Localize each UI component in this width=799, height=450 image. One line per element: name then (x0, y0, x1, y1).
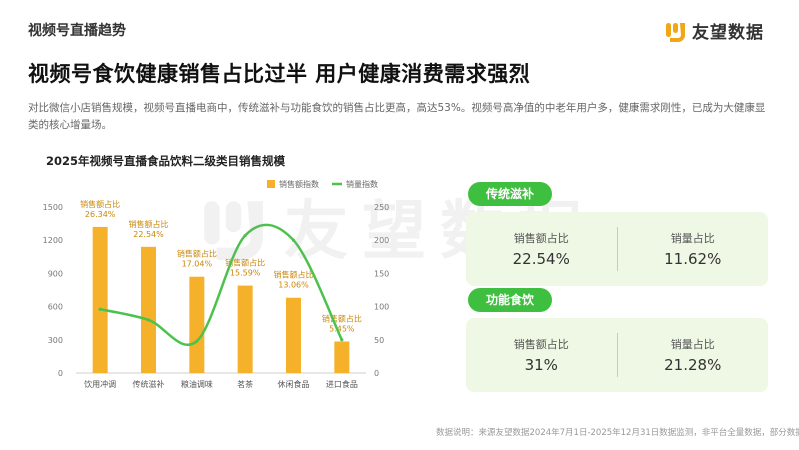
bar-data-label-name: 销售额占比 (225, 258, 265, 268)
y-left-tick-label: 0 (58, 369, 63, 378)
metric-label: 销量占比 (670, 338, 715, 351)
y-left-tick-label: 1500 (43, 203, 63, 212)
metric-label: 销量占比 (670, 232, 715, 245)
x-tick-label: 茗茶 (237, 379, 253, 389)
metric-value: 31% (524, 356, 558, 374)
metric-value: 11.62% (664, 250, 722, 268)
brand-logo-icon (666, 22, 685, 42)
x-tick-label: 进口食品 (326, 379, 358, 389)
line-point (243, 233, 247, 238)
y-right-tick-label: 150 (374, 269, 389, 278)
chart-title: 2025年视频号直播食品饮料二级类目销售规模 (46, 154, 286, 168)
bar-data-label-name: 销售额占比 (129, 219, 169, 229)
divider (616, 333, 618, 377)
bar-data-label-name: 销售额占比 (80, 199, 120, 209)
panel-card-functional-food: 销售额占比 31% 销量占比 21.28% (466, 318, 768, 392)
brand-logo: 友望数据 (664, 18, 764, 43)
y-left-tick-label: 900 (48, 269, 63, 278)
panel-title-traditional-tonic: 传统滋补 (468, 182, 553, 206)
metric-label: 销售额占比 (513, 232, 569, 245)
bar-data-label-value: 22.54% (133, 230, 164, 239)
y-right-tick-label: 250 (374, 203, 389, 212)
panel-title-functional-food: 功能食饮 (468, 288, 553, 312)
line-point (98, 307, 102, 311)
x-tick-label: 传统滋补 (133, 379, 165, 389)
y-left-tick-label: 300 (48, 336, 63, 345)
bar-data-label-value: 13.06% (278, 281, 309, 290)
bar (189, 276, 205, 373)
line-point (195, 339, 199, 343)
metric-sales-share: 销售额占比 22.54% (466, 230, 617, 268)
brand-logo-text: 友望数据 (692, 23, 764, 43)
description: 对比微信小店销售规模，视频号直播电商中，传统滋补与功能食饮的销售占比更高，高达5… (28, 102, 766, 131)
bar (286, 297, 301, 373)
section-tag: 视频号直播趋势 (28, 23, 126, 39)
x-tick-label: 饮用冲调 (84, 379, 116, 389)
y-left-tick-label: 600 (48, 303, 63, 312)
line-point (146, 318, 151, 322)
metric-volume-share: 销量占比 21.28% (618, 336, 769, 374)
bar-data-label-value: 17.04% (182, 260, 213, 269)
metric-value: 21.28% (664, 356, 722, 374)
y-left-tick-label: 1200 (43, 236, 63, 245)
y-right-tick-label: 100 (374, 303, 389, 312)
x-tick-label: 休闲食品 (278, 379, 310, 389)
legend-label-bar: 销售额指数 (279, 179, 319, 189)
legend-label-line: 销量指数 (346, 179, 378, 189)
bar-data-label-name: 销售额占比 (177, 249, 217, 259)
legend-swatch-bar (267, 180, 275, 188)
metric-value: 22.54% (512, 250, 570, 268)
metric-volume-share: 销量占比 11.62% (618, 230, 769, 268)
bar-data-label-value: 15.59% (230, 269, 261, 278)
line-point (340, 338, 344, 342)
bar-data-label-name: 销售额占比 (274, 270, 314, 280)
divider (616, 227, 618, 271)
bar-data-label-value: 26.34% (85, 210, 116, 219)
y-right-tick-label: 200 (374, 236, 389, 245)
y-right-tick-label: 50 (374, 336, 384, 345)
metric-sales-share: 销售额占比 31% (466, 336, 617, 374)
bar (334, 341, 350, 373)
bar-data-label-name: 销售额占比 (322, 313, 362, 323)
metric-label: 销售额占比 (513, 338, 569, 351)
headline: 视频号食饮健康销售占比过半 用户健康消费需求强烈 (28, 62, 531, 86)
y-right-tick-label: 0 (374, 369, 379, 378)
line-point (291, 238, 296, 242)
x-tick-label: 粮油调味 (181, 379, 213, 389)
bar (141, 246, 156, 373)
bar (237, 285, 253, 373)
data-source-note: 数据说明：来源友望数据2024年7月1日-2025年12月31日数据监测，非平台… (436, 428, 799, 438)
bar (92, 226, 108, 373)
panel-card-traditional-tonic: 销售额占比 22.54% 销量占比 11.62% (466, 212, 768, 286)
bar-data-label-value: 5.45% (329, 324, 355, 333)
